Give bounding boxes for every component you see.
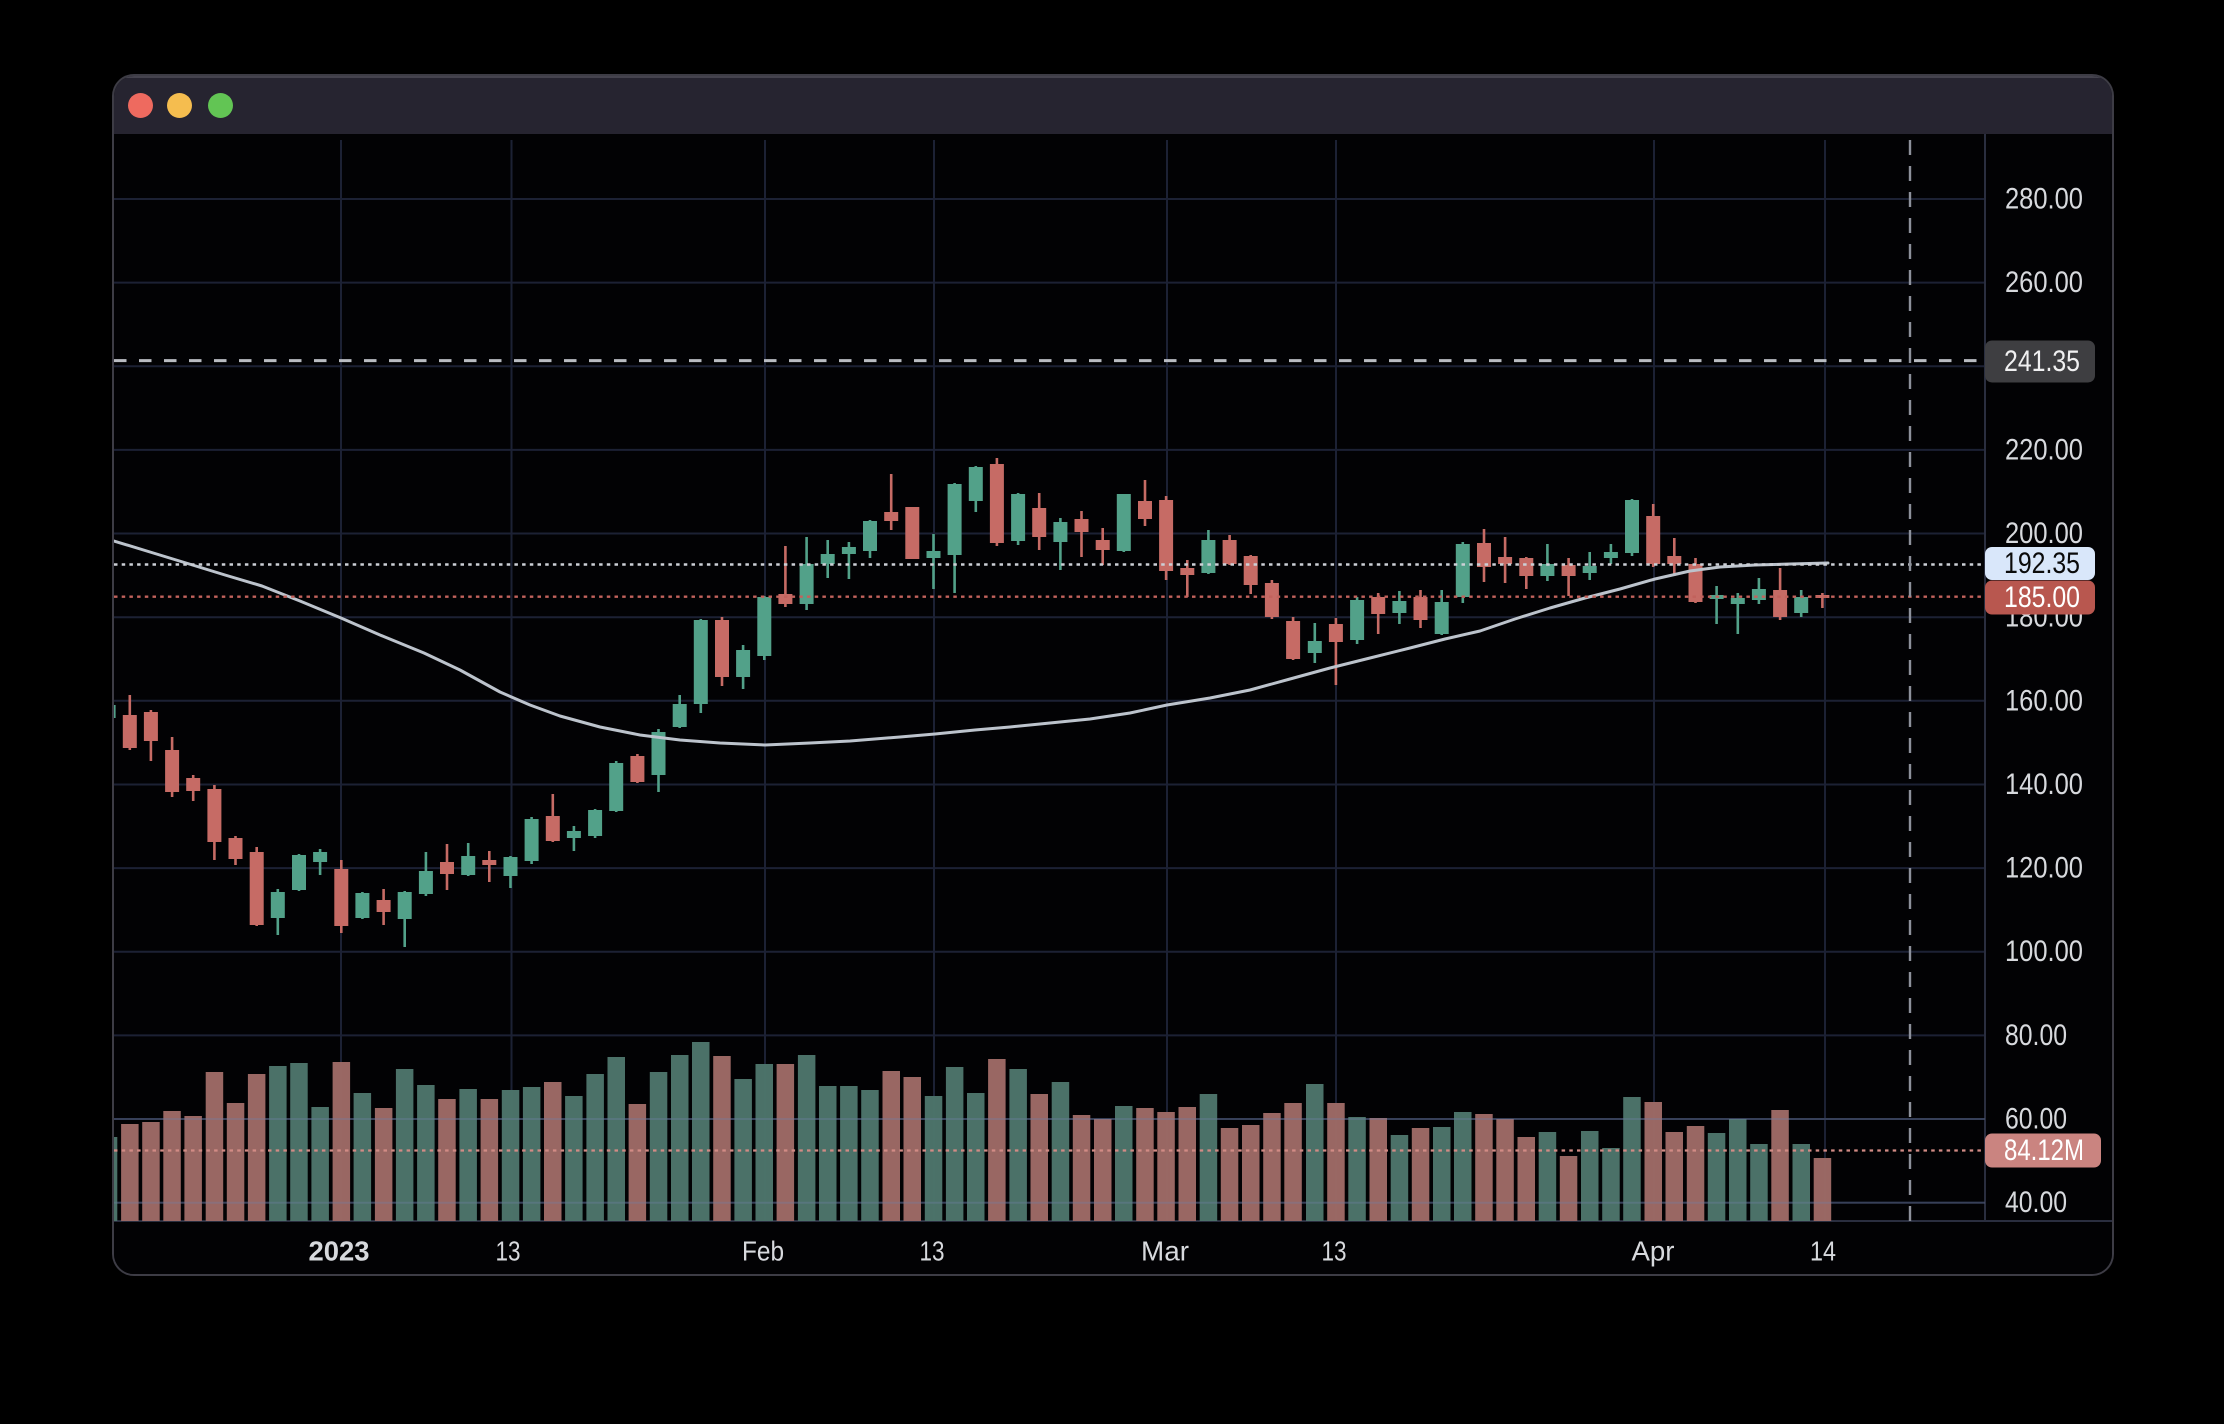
- svg-text:Apr: Apr: [1632, 1236, 1675, 1267]
- svg-text:13: 13: [496, 1236, 521, 1267]
- svg-text:80.00: 80.00: [2005, 1019, 2067, 1052]
- svg-text:84.12M: 84.12M: [2004, 1134, 2084, 1167]
- svg-text:13: 13: [1322, 1236, 1347, 1267]
- svg-text:192.35: 192.35: [2004, 547, 2080, 580]
- svg-text:14: 14: [1810, 1236, 1836, 1267]
- svg-text:120.00: 120.00: [2005, 852, 2083, 885]
- svg-text:241.35: 241.35: [2004, 345, 2080, 378]
- svg-text:200.00: 200.00: [2005, 517, 2083, 550]
- svg-text:220.00: 220.00: [2005, 433, 2083, 466]
- svg-text:185.00: 185.00: [2004, 581, 2080, 614]
- svg-text:60.00: 60.00: [2005, 1103, 2067, 1136]
- svg-text:160.00: 160.00: [2005, 684, 2083, 717]
- svg-text:100.00: 100.00: [2005, 935, 2083, 968]
- svg-text:13: 13: [920, 1236, 945, 1267]
- svg-text:280.00: 280.00: [2005, 183, 2083, 216]
- svg-text:Mar: Mar: [1141, 1236, 1189, 1267]
- svg-text:140.00: 140.00: [2005, 768, 2083, 801]
- svg-text:260.00: 260.00: [2005, 266, 2083, 299]
- svg-text:40.00: 40.00: [2005, 1186, 2067, 1219]
- svg-text:Feb: Feb: [742, 1236, 784, 1267]
- svg-text:2023: 2023: [309, 1236, 370, 1267]
